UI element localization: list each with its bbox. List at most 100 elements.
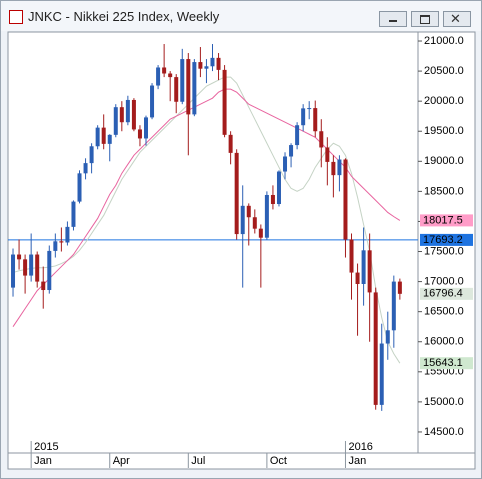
y-tick-label: 16500.0 [424, 306, 464, 318]
candle-body [180, 59, 185, 102]
candle-body [198, 62, 203, 69]
candle-body [144, 117, 148, 139]
candle-body [397, 281, 402, 294]
year-label: 2016 [348, 441, 372, 453]
candle-body [23, 259, 28, 276]
x-tick-label: Jan [348, 455, 366, 467]
candle-body [59, 241, 64, 243]
candle-body [373, 292, 378, 405]
candle-body [319, 131, 324, 148]
candle-body [11, 254, 16, 288]
window-title: JNKC - Nikkei 225 Index, Weekly [28, 9, 220, 24]
ma-marker-box [420, 214, 473, 227]
candle-body [150, 85, 155, 118]
price-line-marker: 17693.2 [423, 234, 463, 246]
candle-body [234, 152, 239, 235]
y-tick-label: 20000.0 [424, 95, 464, 107]
candle-body [301, 108, 306, 126]
candle-body [264, 194, 269, 238]
year-label: 2015 [34, 441, 58, 453]
x-tick-label: Jan [34, 455, 52, 467]
candle-body [210, 57, 215, 67]
candle-body [325, 147, 330, 162]
candle-body [131, 99, 136, 130]
candle-body [119, 107, 124, 123]
candle-body [162, 67, 167, 74]
candle-body [276, 171, 281, 205]
candle-body [71, 201, 76, 227]
candle-body [240, 205, 245, 235]
ma-marker: 18017.5 [423, 214, 463, 226]
y-tick-label: 17500.0 [424, 245, 464, 257]
candle-body [379, 343, 384, 405]
x-tick-label: Apr [113, 455, 130, 467]
candle-body [186, 59, 191, 115]
candle-body [222, 69, 227, 135]
candle-body [313, 108, 318, 132]
candle-body [95, 127, 100, 147]
minimize-button[interactable] [379, 11, 407, 27]
y-tick-label: 16000.0 [424, 336, 464, 348]
candle-body [156, 67, 161, 86]
x-tick-label: Oct [270, 455, 287, 467]
candle-body [35, 254, 40, 282]
candle-body [343, 159, 348, 240]
close-marker-box [420, 287, 473, 300]
candle-body [331, 161, 336, 176]
y-tick-label: 18500.0 [424, 185, 464, 197]
candle-body [258, 228, 263, 238]
chart-frame [7, 31, 476, 470]
y-tick-label: 19000.0 [424, 155, 464, 167]
y-tick-label: 17000.0 [424, 275, 464, 287]
close-marker: 16796.4 [423, 288, 463, 300]
candle-body [283, 156, 288, 172]
candle-body [355, 272, 360, 284]
candle-body [349, 239, 354, 273]
candle-body [29, 254, 34, 276]
candle-body [77, 173, 82, 202]
candle-body [367, 250, 372, 293]
ma-marker-box [420, 357, 473, 370]
candle-body [270, 194, 275, 205]
candle-body [53, 241, 58, 251]
candle-body [47, 250, 52, 291]
candle-body [107, 134, 112, 144]
y-tick-label: 21000.0 [424, 35, 464, 47]
candle-body [252, 217, 257, 229]
candle-body [192, 62, 197, 115]
candle-body [361, 250, 366, 284]
candle-body [295, 125, 300, 146]
candle-body [337, 159, 342, 176]
candle-body [17, 254, 22, 260]
y-tick-label: 20500.0 [424, 65, 464, 77]
candle-body [216, 57, 221, 70]
candle-body [89, 146, 94, 164]
candle-body [246, 205, 251, 218]
y-tick-label: 15000.0 [424, 396, 464, 408]
candle-body [125, 99, 130, 123]
candle-body [385, 330, 390, 344]
candle-body [228, 134, 233, 153]
restore-button[interactable] [411, 11, 439, 27]
candle-body [289, 145, 294, 157]
ma-marker: 15643.1 [423, 357, 463, 369]
app-icon [9, 10, 23, 24]
candle-body [113, 107, 118, 135]
close-button[interactable]: ✕ [443, 11, 471, 27]
candle-body [168, 73, 173, 78]
moving-average-line [12, 88, 401, 327]
moving-average-line [12, 76, 401, 364]
candle-body [307, 108, 312, 110]
title-bar: JNKC - Nikkei 225 Index, Weekly ✕ [1, 1, 481, 31]
candle-body [204, 66, 209, 69]
y-tick-label: 14500.0 [424, 426, 464, 438]
candle-body [137, 129, 142, 139]
x-tick-label: Jul [191, 455, 205, 467]
price-line-marker-box [420, 233, 473, 246]
y-tick-label: 19500.0 [424, 125, 464, 137]
candle-body [41, 281, 46, 291]
candle-body [65, 226, 70, 243]
candle-body [174, 77, 179, 102]
candle-body [391, 281, 396, 331]
